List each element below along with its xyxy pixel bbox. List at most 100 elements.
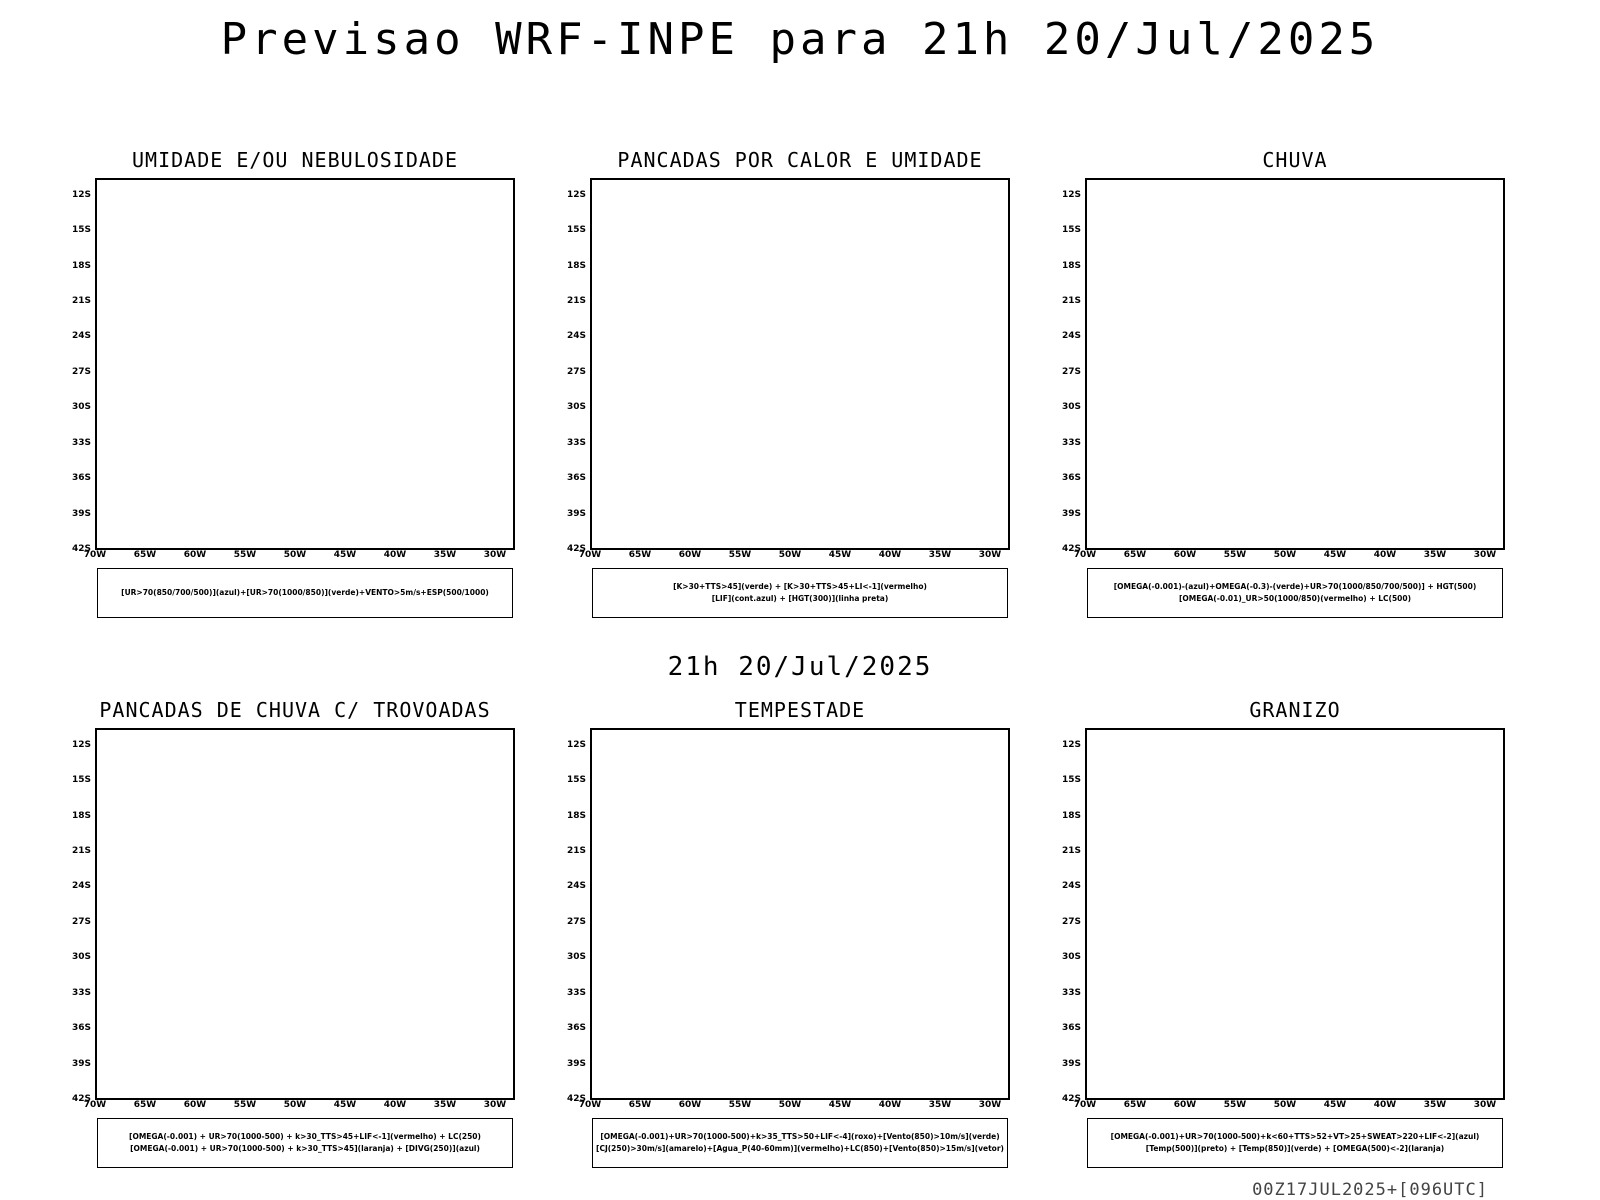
legend-line: [LIF](cont.azul) + [HGT(300)](linha pret… (711, 594, 889, 603)
longitude-tick: 40W (1373, 1100, 1397, 1110)
latitude-tick: 24S (566, 331, 586, 342)
panel-title-granizo: GRANIZO (1249, 698, 1341, 722)
latitude-tick: 30S (566, 952, 586, 963)
longitude-tick: 50W (778, 1100, 802, 1110)
longitude-tick: 35W (433, 550, 457, 560)
latitude-tick: 42S (1061, 1094, 1081, 1104)
map-granizo: -9-12-12-12-15-15-18-18-21151512121518-9 (1085, 728, 1505, 1100)
map-chuva: 5885855825825795765765735705735705645615… (1085, 178, 1505, 550)
latitude-tick: 27S (1061, 916, 1081, 927)
panel-title-trovoadas: PANCADAS DE CHUVA C/ TROVOADAS (99, 698, 491, 722)
map-umidade: 1016101610201012101657657056455855254610… (95, 178, 515, 550)
legend-line: [OMEGA(-0.001) + UR>70(1000-500) + k>30_… (130, 1144, 480, 1153)
longitude-tick: 50W (283, 550, 307, 560)
latitude-tick: 30S (71, 402, 91, 413)
legend-umidade: [UR>70(850/700/500)](azul)+[UR>70(1000/8… (97, 568, 513, 618)
latitude-tick: 12S (71, 739, 91, 750)
latitude-tick: 33S (1061, 437, 1081, 448)
longitude-tick: 35W (1423, 550, 1447, 560)
panel-title-umidade: UMIDADE E/OU NEBULOSIDADE (131, 148, 459, 172)
longitude-tick: 30W (978, 550, 1002, 560)
longitude-tick: 60W (678, 550, 702, 560)
longitude-tick: 60W (183, 1100, 207, 1110)
latitude-tick: 36S (71, 473, 91, 484)
legend-line: [OMEGA(-0.001)-(azul)+OMEGA(-0.3)-(verde… (1113, 582, 1477, 591)
longitude-tick: 50W (1273, 550, 1297, 560)
latitude-tick: 39S (1061, 1058, 1081, 1069)
latitude-tick: 33S (566, 987, 586, 998)
longitude-tick: 45W (1323, 550, 1347, 560)
legend-line: [OMEGA(-0.001) + UR>70(1000-500) + k>30_… (129, 1132, 481, 1141)
longitude-tick: 65W (1123, 550, 1147, 560)
latitude-tick: 21S (566, 296, 586, 306)
legend-line: [Temp(500)](preto) + [Temp(850)](verde) … (1145, 1144, 1445, 1153)
longitude-tick: 35W (928, 550, 952, 560)
legend-line: [CJ(250)>30m/s](amarelo)+[Agua_P(40-60mm… (596, 1144, 1004, 1153)
latitude-tick: 15S (1061, 775, 1081, 786)
longitude-tick: 60W (678, 1100, 702, 1110)
latitude-tick: 42S (71, 544, 91, 554)
longitude-tick: 70W (578, 1100, 602, 1110)
legend-granizo: [OMEGA(-0.001)+UR>70(1000-500)+k<60+TTS>… (1087, 1118, 1503, 1168)
latitude-tick: 15S (71, 225, 91, 236)
longitude-tick: 35W (1423, 1100, 1447, 1110)
run-footer: 00Z17JUL2025+[096UTC] (1252, 1180, 1488, 1200)
longitude-tick: 30W (483, 550, 507, 560)
map-pancadas: 9600960096009520952095209440944094409360… (590, 178, 1010, 550)
latitude-tick: 36S (1061, 1023, 1081, 1034)
legend-pancadas: [K>30+TTS>45](verde) + [K>30+TTS>45+LI<-… (592, 568, 1008, 618)
longitude-tick: 70W (1073, 550, 1097, 560)
longitude-tick: 60W (183, 550, 207, 560)
latitude-tick: 27S (1061, 366, 1081, 377)
legend-chuva: [OMEGA(-0.001)-(azul)+OMEGA(-0.3)-(verde… (1087, 568, 1503, 618)
latitude-tick: 30S (71, 952, 91, 963)
longitude-tick: 30W (1473, 1100, 1497, 1110)
longitude-tick: 40W (878, 1100, 902, 1110)
legend-trovoadas: [OMEGA(-0.001) + UR>70(1000-500) + k>30_… (97, 1118, 513, 1168)
longitude-tick: 65W (628, 550, 652, 560)
longitude-tick: 30W (1473, 550, 1497, 560)
latitude-tick: 39S (1061, 508, 1081, 519)
latitude-tick: 27S (71, 366, 91, 377)
latitude-tick: 36S (566, 1023, 586, 1034)
latitude-tick: 36S (71, 1023, 91, 1034)
latitude-tick: 33S (71, 987, 91, 998)
valid-time-subtitle: 21h 20/Jul/2025 (667, 652, 933, 682)
map-canvas-pancadas: 9600960096009520952095209440944094409360… (592, 180, 1008, 548)
longitude-tick: 55W (1223, 1100, 1247, 1110)
latitude-tick: 12S (1061, 739, 1081, 750)
panel-title-pancadas: PANCADAS POR CALOR E UMIDADE (617, 148, 983, 172)
longitude-tick: 40W (1373, 550, 1397, 560)
latitude-tick: 27S (71, 916, 91, 927)
latitude-tick: 24S (71, 331, 91, 342)
latitude-tick: 21S (566, 846, 586, 856)
longitude-tick: 60W (1173, 550, 1197, 560)
longitude-tick: 50W (283, 1100, 307, 1110)
longitude-tick: 50W (778, 550, 802, 560)
latitude-tick: 39S (71, 1058, 91, 1069)
longitude-tick: 70W (83, 550, 107, 560)
legend-tempestade: [OMEGA(-0.001)+UR>70(1000-500)+k>35_TTS>… (592, 1118, 1008, 1168)
longitude-tick: 35W (928, 1100, 952, 1110)
latitude-tick: 33S (566, 437, 586, 448)
main-title: Previsao WRF-INPE para 21h 20/Jul/2025 (220, 14, 1380, 65)
latitude-tick: 12S (1061, 189, 1081, 200)
latitude-tick: 27S (566, 366, 586, 377)
latitude-tick: 24S (1061, 331, 1081, 342)
latitude-tick: 27S (566, 916, 586, 927)
map-canvas-chuva: 5885855825825795765765735705735705645615… (1087, 180, 1503, 548)
longitude-tick: 45W (828, 1100, 852, 1110)
longitude-tick: 35W (433, 1100, 457, 1110)
map-canvas-granizo: -9-12-12-12-15-15-18-18-21151512121518-9 (1087, 730, 1503, 1098)
legend-line: [OMEGA(-0.001)+UR>70(1000-500)+k>35_TTS>… (600, 1132, 1000, 1141)
longitude-tick: 55W (728, 1100, 752, 1110)
longitude-tick: 70W (578, 550, 602, 560)
longitude-tick: 55W (1223, 550, 1247, 560)
map-canvas-umidade: 1016101610201012101657657056455855254610… (97, 180, 513, 548)
map-canvas-tempestade (592, 730, 1008, 1098)
longitude-tick: 45W (333, 550, 357, 560)
latitude-tick: 21S (71, 296, 91, 306)
longitude-tick: 30W (978, 1100, 1002, 1110)
longitude-tick: 65W (1123, 1100, 1147, 1110)
legend-line: [UR>70(850/700/500)](azul)+[UR>70(1000/8… (121, 588, 489, 597)
